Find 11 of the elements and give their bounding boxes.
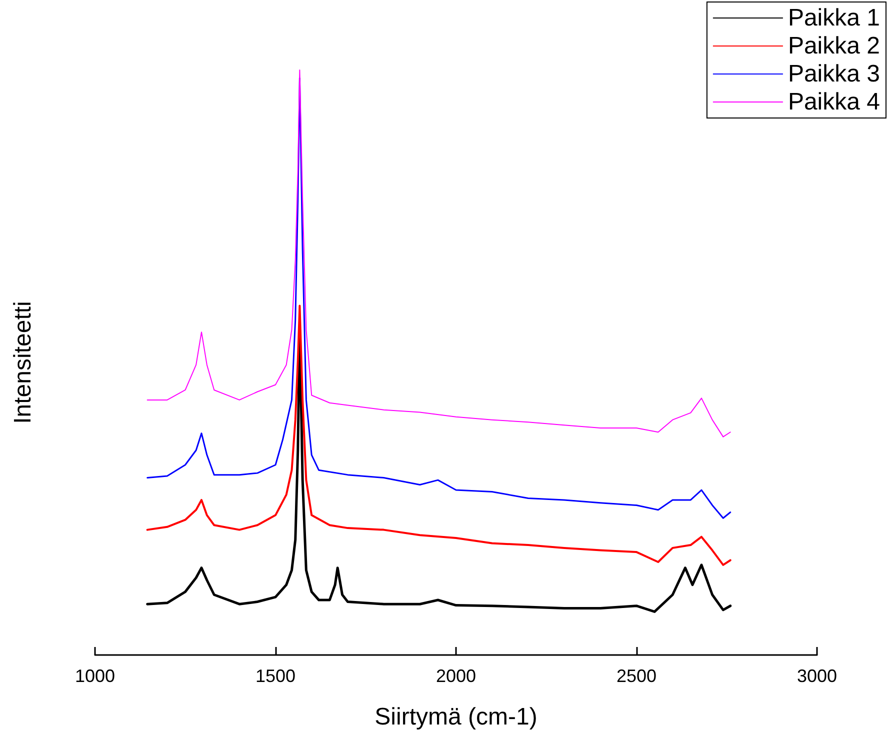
legend-label: Paikka 1 xyxy=(788,4,880,32)
x-tick-label: 1000 xyxy=(74,666,116,686)
legend-label: Paikka 3 xyxy=(788,60,880,88)
x-tick-label: 2000 xyxy=(436,666,476,686)
x-axis-title: Siirtymä (cm-1) xyxy=(374,704,538,730)
legend-label: Paikka 4 xyxy=(788,88,880,116)
x-tick-label: 1500 xyxy=(255,666,296,686)
x-tick-label: 2500 xyxy=(616,666,657,686)
legend-label: Paikka 2 xyxy=(788,32,880,60)
x-tick-label: 3000 xyxy=(796,666,838,686)
y-axis-title: Intensiteetti xyxy=(10,301,36,424)
